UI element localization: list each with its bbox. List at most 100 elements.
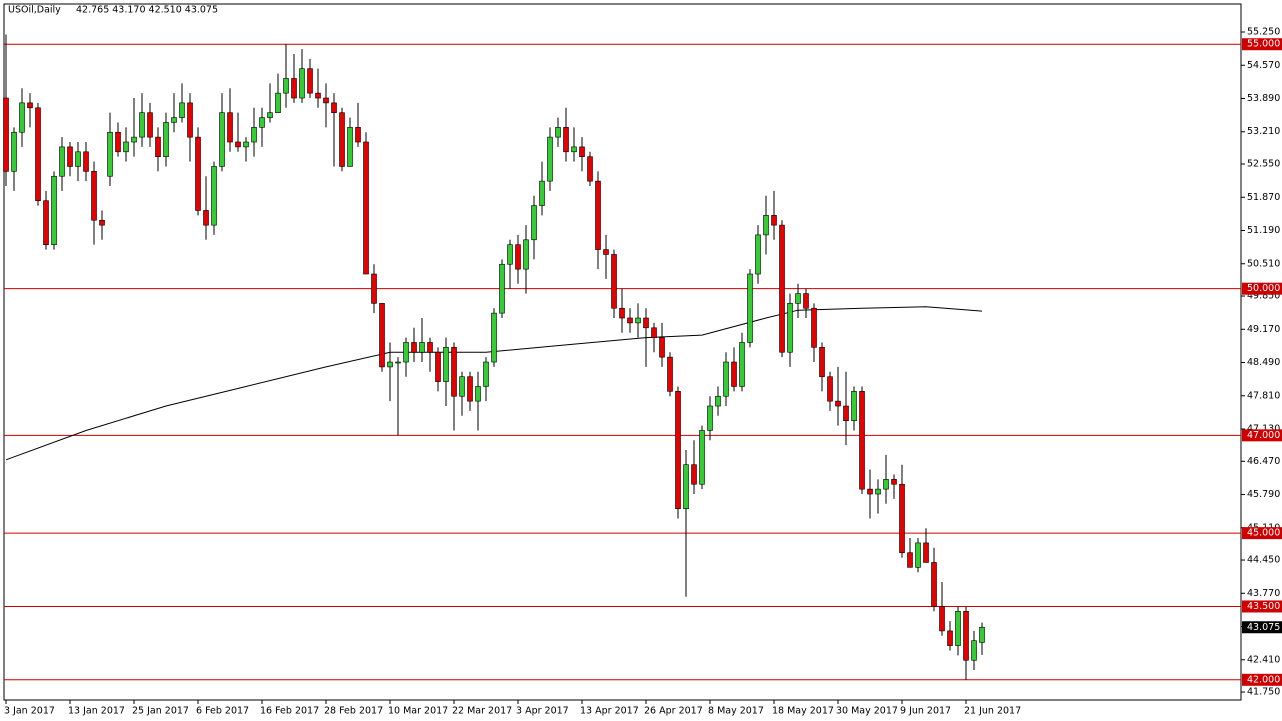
- candle-body: [307, 68, 313, 94]
- candle-body: [611, 254, 617, 309]
- y-tick-label: 51.190: [1247, 225, 1280, 236]
- candle-body: [339, 112, 345, 167]
- x-tick-label: 6 Feb 2017: [196, 706, 249, 717]
- candle-body: [923, 542, 929, 563]
- candle-body: [227, 112, 233, 143]
- candle-body: [259, 117, 265, 128]
- plot-frame: [3, 3, 1242, 701]
- y-tick-label: 53.210: [1247, 126, 1280, 137]
- candle-body: [979, 626, 985, 643]
- y-tick-label: 44.450: [1247, 555, 1280, 566]
- candle-body: [851, 391, 857, 421]
- level-label: 55.000: [1247, 39, 1280, 50]
- candle-body: [19, 102, 25, 133]
- candle-body: [819, 347, 825, 377]
- candle-body: [123, 141, 129, 153]
- candle-body: [507, 244, 513, 265]
- y-tick-label: 46.470: [1247, 456, 1280, 467]
- level-label: 42.000: [1247, 674, 1280, 685]
- candle-body: [475, 386, 481, 402]
- y-tick-label: 41.750: [1247, 687, 1280, 698]
- candle-body: [899, 483, 905, 553]
- candle-body: [835, 400, 841, 407]
- x-tick-label: 8 May 2017: [708, 706, 764, 717]
- candle-body: [3, 97, 9, 172]
- candle-body: [195, 136, 201, 211]
- y-tick-label: 43.770: [1247, 588, 1280, 599]
- candle-body: [147, 112, 153, 138]
- candle-body: [947, 630, 953, 646]
- level-label: 43.500: [1247, 601, 1280, 612]
- candle-body: [795, 293, 801, 304]
- candle-body: [323, 97, 329, 104]
- candle-body: [131, 136, 137, 143]
- level-tag: [1242, 527, 1282, 540]
- candle-body: [43, 200, 49, 245]
- candle-body: [371, 273, 377, 304]
- x-tick-label: 16 Feb 2017: [260, 706, 319, 717]
- candle-body: [811, 307, 817, 348]
- candle-body: [139, 112, 145, 138]
- candle-body: [891, 479, 897, 485]
- level-tag: [1242, 600, 1282, 613]
- candle-body: [803, 293, 809, 309]
- candle-body: [443, 347, 449, 382]
- candle-body: [843, 405, 849, 421]
- candle-body: [707, 405, 713, 431]
- candle-body: [659, 337, 665, 358]
- x-tick-label: 10 Mar 2017: [388, 706, 448, 717]
- candle-body: [203, 210, 209, 226]
- candle-body: [387, 361, 393, 368]
- candle-body: [635, 317, 641, 324]
- candle-body: [267, 112, 273, 118]
- candle-body: [427, 342, 433, 353]
- candle-body: [243, 141, 249, 148]
- level-label: 45.000: [1247, 528, 1280, 539]
- candle-body: [395, 361, 401, 364]
- y-tick-label: 50.510: [1247, 258, 1280, 269]
- candle-body: [299, 68, 305, 99]
- y-tick-label: 49.850: [1247, 291, 1280, 302]
- candle-body: [411, 342, 417, 353]
- candle-body: [315, 92, 321, 99]
- x-tick-label: 9 Jun 2017: [900, 706, 951, 717]
- candle-body: [11, 131, 17, 172]
- candle-body: [739, 342, 745, 387]
- candle-body: [59, 146, 65, 177]
- y-tick-label: 47.130: [1247, 424, 1280, 435]
- level-label: 47.000: [1247, 430, 1280, 441]
- x-tick-label: 3 Jan 2017: [4, 706, 55, 717]
- moving-average: [5, 306, 983, 461]
- candle-body: [171, 117, 177, 123]
- candle-body: [859, 391, 865, 490]
- candle-body: [715, 395, 721, 407]
- level-tag: [1242, 282, 1282, 295]
- candle-body: [723, 361, 729, 397]
- candle-body: [523, 239, 529, 270]
- y-tick-label: 53.890: [1247, 93, 1280, 104]
- candle-body: [771, 215, 777, 226]
- candle-body: [187, 102, 193, 138]
- candle-body: [827, 376, 833, 402]
- candle-body: [115, 131, 121, 153]
- chart-title: USOil,Daily: [8, 5, 61, 16]
- candle-body: [219, 112, 225, 167]
- candle-body: [539, 180, 545, 206]
- y-tick-label: 48.490: [1247, 357, 1280, 368]
- candle-body: [963, 611, 969, 661]
- candle-body: [163, 122, 169, 157]
- level-tag: [1242, 673, 1282, 686]
- candle-body: [275, 92, 281, 113]
- candle-body: [91, 171, 97, 221]
- candle-body: [179, 102, 185, 118]
- candle-body: [483, 361, 489, 387]
- candle-body: [691, 464, 697, 485]
- candle-body: [107, 131, 113, 177]
- candle-body: [867, 488, 873, 495]
- candle-body: [747, 273, 753, 343]
- candle-body: [211, 166, 217, 226]
- candle-body: [763, 215, 769, 236]
- candle-body: [627, 317, 633, 324]
- candle-body: [499, 263, 505, 314]
